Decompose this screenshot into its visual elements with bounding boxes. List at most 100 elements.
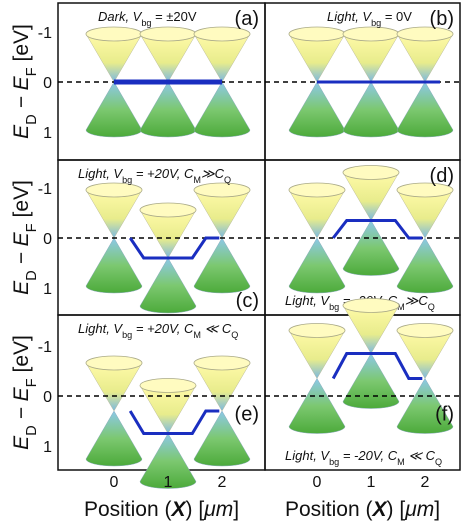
panel-annotation: Light, Vbg = 0V: [327, 9, 412, 28]
label-part: − E: [10, 386, 33, 425]
y-tick-label: 0: [43, 75, 52, 92]
dirac-profile: [128, 236, 220, 260]
cone-rim: [288, 26, 346, 42]
y-tick-label: -1: [38, 339, 52, 356]
label-part: = -20V, C: [339, 448, 398, 463]
label-part: D: [24, 114, 40, 125]
cone-lower: [342, 220, 400, 276]
y-tick-label: 0: [43, 231, 52, 248]
label-part: E: [10, 124, 33, 139]
label-part: F: [24, 223, 40, 232]
label-part: [eV]: [10, 335, 33, 378]
panel: [264, 298, 461, 471]
label-part: = +20V, C: [132, 321, 194, 336]
label-part: ) [: [387, 498, 406, 521]
cone-rim: [85, 182, 143, 198]
cone-rim: [396, 323, 454, 338]
cone-lower: [85, 81, 143, 138]
label-part: μm: [203, 498, 233, 521]
label-part: X: [372, 498, 389, 521]
panel-label: (a): [235, 8, 259, 30]
cone-lower: [193, 81, 251, 138]
label-part: bg: [122, 330, 132, 340]
label-part: = +20V, C: [132, 166, 194, 181]
cone-rim: [85, 355, 143, 371]
label-part: D: [24, 425, 40, 436]
label-part: Light, V: [285, 448, 330, 463]
label-part: [eV]: [10, 180, 33, 223]
panel-annotation: Dark, Vbg = ±20V: [98, 9, 197, 28]
panel-annotation: Light, Vbg = +20V, CM ≪ CQ: [78, 321, 238, 340]
cone-rim: [193, 26, 251, 42]
label-part: bg: [141, 18, 151, 28]
y-axis-label: ED − EF [eV]: [10, 335, 40, 450]
panel-label: (b): [430, 8, 454, 30]
label-part: ) [: [186, 498, 205, 521]
x-tick-label: 1: [367, 474, 376, 491]
x-axis-label: Position (X) [μm]: [84, 498, 239, 521]
panel-label: (f): [435, 404, 454, 426]
label-part: Position (: [84, 498, 172, 521]
y-tick-label: 0: [43, 389, 52, 406]
y-tick-label: 1: [43, 281, 52, 298]
label-part: = 0V: [381, 9, 412, 24]
x-tick-label: 2: [421, 474, 430, 491]
cone-rim: [396, 182, 454, 198]
label-part: = ±20V: [151, 9, 196, 24]
panel-label: (c): [236, 290, 259, 312]
label-part: Q: [435, 457, 442, 467]
cone-rim: [288, 323, 346, 338]
label-part: E: [10, 280, 33, 295]
label-part: Q: [224, 175, 231, 185]
y-tick-label: -1: [38, 25, 52, 42]
label-part: E: [10, 435, 33, 450]
cone-lower: [193, 237, 251, 294]
label-part: ≪ C: [201, 321, 232, 336]
label-part: bg: [371, 18, 381, 28]
panel: [57, 314, 266, 489]
label-part: M: [397, 302, 405, 312]
label-part: bg: [329, 302, 339, 312]
cone-lower: [288, 81, 346, 138]
panel: [57, 2, 266, 161]
cone-rim: [193, 182, 251, 198]
panel-label: (e): [235, 404, 259, 426]
y-axis-label: ED − EF [eV]: [10, 180, 40, 295]
label-part: M: [193, 175, 201, 185]
label-part: bg: [329, 457, 339, 467]
cone-lower: [139, 81, 197, 138]
cone-lower: [85, 237, 143, 294]
label-part: ]: [233, 498, 239, 521]
cone-lower: [85, 410, 143, 467]
cone-rim: [85, 26, 143, 42]
x-tick-label: 0: [313, 474, 322, 491]
x-axis-label: Position (X) [μm]: [285, 498, 440, 521]
label-part: Light, V: [327, 9, 372, 24]
label-part: ≫C: [405, 293, 429, 308]
label-part: ≫C: [201, 166, 225, 181]
panel-label: (d): [430, 165, 454, 187]
dirac-profile: [128, 409, 220, 435]
label-part: Position (: [285, 498, 373, 521]
cone-rim: [139, 26, 197, 42]
panel-annotation: Light, Vbg = +20V, CM≫CQ: [78, 166, 231, 185]
cone-rim: [342, 298, 400, 313]
label-part: F: [24, 378, 40, 387]
label-part: Light, V: [78, 166, 123, 181]
y-tick-label: -1: [38, 181, 52, 198]
label-part: Dark, V: [98, 9, 143, 24]
label-part: M: [193, 330, 201, 340]
cone-rim: [139, 202, 197, 218]
label-part: [eV]: [10, 24, 33, 67]
label-part: Light, V: [285, 293, 330, 308]
y-axis-label: ED − EF [eV]: [10, 24, 40, 139]
cone-lower: [288, 237, 346, 294]
x-tick-label: 0: [110, 474, 119, 491]
label-part: X: [171, 498, 188, 521]
cone-rim: [342, 26, 400, 42]
y-tick-label: 1: [43, 125, 52, 142]
label-part: Q: [231, 330, 238, 340]
label-part: − E: [10, 75, 33, 114]
label-part: μm: [404, 498, 434, 521]
cone-rim: [139, 378, 197, 393]
